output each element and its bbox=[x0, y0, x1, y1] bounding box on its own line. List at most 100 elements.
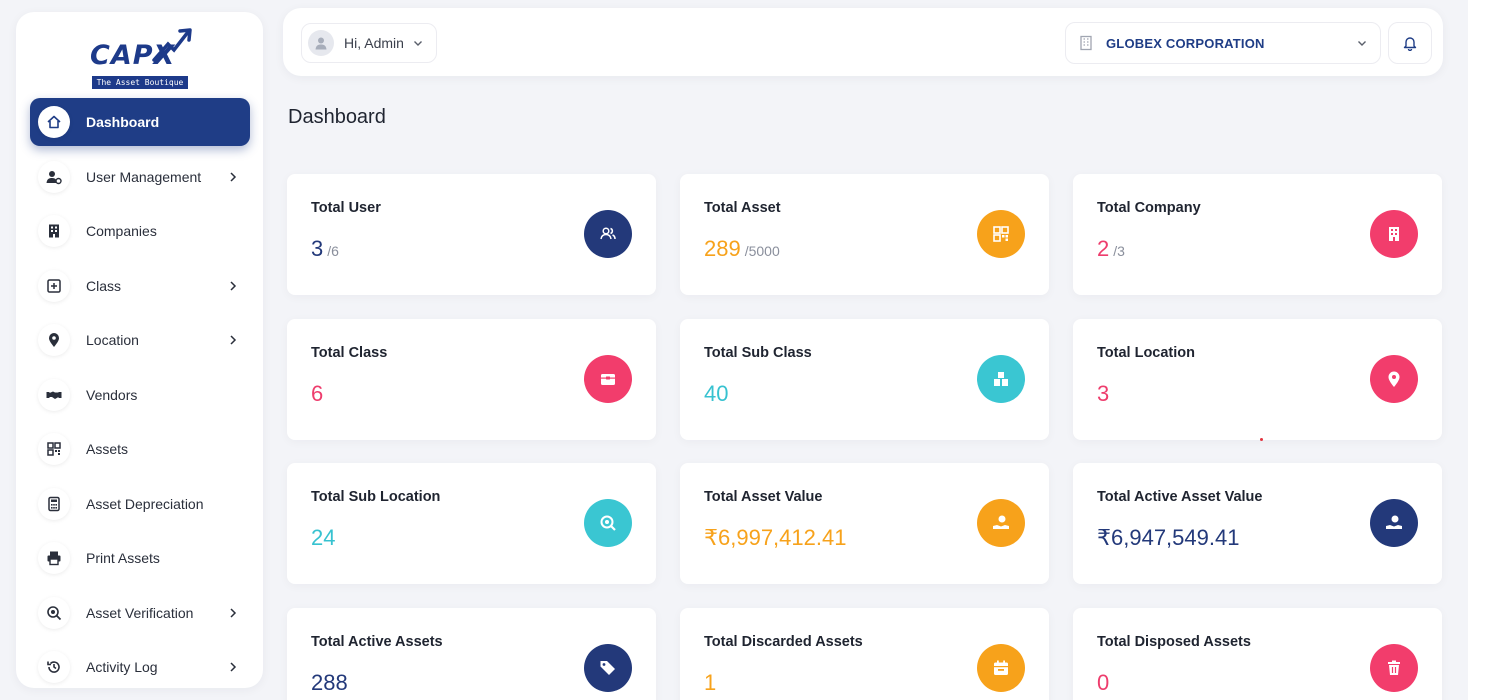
chevron-right-icon bbox=[230, 662, 237, 672]
chevron-right-icon bbox=[230, 280, 237, 291]
sidebar-nav: Dashboard User Management Companies bbox=[30, 98, 250, 698]
company-select[interactable]: GLOBEX CORPORATION bbox=[1065, 22, 1381, 64]
boxes-icon bbox=[977, 355, 1025, 403]
card-sub-value: /6 bbox=[327, 243, 339, 259]
sidebar-item-print-assets[interactable]: Print Assets bbox=[30, 534, 250, 582]
calculator-icon bbox=[38, 487, 70, 520]
tags-icon bbox=[584, 644, 632, 692]
card-title: Total Discarded Assets bbox=[704, 634, 863, 650]
building-icon bbox=[38, 215, 70, 247]
hand-coin-icon bbox=[1370, 499, 1418, 547]
card-title: Total User bbox=[311, 200, 381, 216]
building-icon bbox=[1370, 210, 1418, 258]
sidebar-item-asset-verification[interactable]: Asset Verification bbox=[30, 589, 250, 637]
stat-card-total-sub-class[interactable]: Total Sub Class 40 bbox=[680, 319, 1049, 440]
box-icon bbox=[584, 355, 632, 403]
hand-coin-icon bbox=[977, 499, 1025, 547]
card-title: Total Location bbox=[1097, 345, 1196, 361]
sidebar-item-label: Vendors bbox=[86, 386, 138, 403]
sidebar-item-dashboard[interactable]: Dashboard bbox=[30, 98, 250, 146]
chevron-right-icon bbox=[230, 335, 237, 345]
user-menu-button[interactable]: Hi, Admin bbox=[301, 23, 437, 63]
card-value: 40 bbox=[704, 381, 729, 406]
stat-card-total-discarded-assets[interactable]: Total Discarded Assets 1 bbox=[680, 608, 1049, 700]
sidebar-item-label: Location bbox=[86, 332, 139, 348]
card-value: ₹6,947,549.41 bbox=[1097, 525, 1240, 550]
card-title: Total Disposed Assets bbox=[1097, 634, 1251, 650]
sidebar-item-label: Class bbox=[86, 277, 122, 294]
sidebar-item-companies[interactable]: Companies bbox=[30, 207, 250, 255]
sidebar-item-label: Dashboard bbox=[86, 114, 160, 130]
card-title: Total Sub Location bbox=[311, 489, 441, 505]
stat-card-total-company[interactable]: Total Company 2/3 bbox=[1073, 174, 1442, 295]
avatar bbox=[308, 30, 334, 56]
sidebar-item-label: User Management bbox=[86, 168, 202, 185]
card-value: 3/6 bbox=[311, 236, 339, 261]
qr-code-icon bbox=[977, 210, 1025, 258]
plus-square-icon bbox=[38, 269, 70, 302]
sidebar: CAPX The Asset Boutique Dashboard User M… bbox=[16, 12, 263, 688]
sidebar-item-label: Activity Log bbox=[86, 659, 158, 675]
notifications-button[interactable] bbox=[1388, 22, 1432, 64]
stat-card-total-class[interactable]: Total Class 6 bbox=[287, 319, 656, 440]
chevron-down-icon bbox=[1358, 41, 1366, 46]
card-value: 3 bbox=[1097, 381, 1110, 406]
card-value: 289/5000 bbox=[704, 236, 780, 261]
stat-card-total-sub-location[interactable]: Total Sub Location 24 bbox=[287, 463, 656, 584]
card-value: 2/3 bbox=[1097, 236, 1125, 261]
card-title: Total Asset Value bbox=[704, 489, 823, 505]
app-canvas: CAPX The Asset Boutique Dashboard User M… bbox=[0, 0, 1468, 700]
sidebar-item-user-management[interactable]: User Management bbox=[30, 153, 250, 201]
sidebar-item-vendors[interactable]: Vendors bbox=[30, 371, 250, 419]
user-greeting: Hi, Admin bbox=[344, 35, 404, 51]
handshake-icon bbox=[38, 378, 70, 411]
sidebar-item-label: Asset Depreciation bbox=[86, 495, 204, 512]
sidebar-item-label: Assets bbox=[86, 441, 129, 457]
logo-tagline: The Asset Boutique bbox=[92, 76, 188, 89]
history-icon bbox=[38, 651, 70, 683]
stat-card-total-asset-value[interactable]: Total Asset Value ₹6,997,412.41 bbox=[680, 463, 1049, 584]
user-icon bbox=[315, 37, 327, 50]
card-title: Total Class bbox=[311, 345, 388, 361]
bell-icon bbox=[1403, 37, 1417, 51]
card-title: Total Asset bbox=[704, 200, 781, 216]
card-value: 6 bbox=[311, 381, 324, 406]
card-title: Total Sub Class bbox=[704, 345, 812, 361]
card-value: 0 bbox=[1097, 670, 1110, 695]
map-pin-icon bbox=[1370, 355, 1418, 403]
card-value: ₹6,997,412.41 bbox=[704, 525, 847, 550]
sidebar-item-label: Print Assets bbox=[86, 550, 160, 566]
page-title: Dashboard bbox=[288, 106, 386, 128]
chevron-down-icon bbox=[413, 41, 422, 46]
stat-card-total-disposed-assets[interactable]: Total Disposed Assets 0 bbox=[1073, 608, 1442, 700]
map-pin-icon bbox=[38, 324, 70, 356]
logo-arrow-icon bbox=[152, 28, 192, 62]
stat-card-total-active-assets[interactable]: Total Active Assets 288 bbox=[287, 608, 656, 700]
card-sub-value: /3 bbox=[1113, 243, 1125, 259]
logo[interactable]: CAPX The Asset Boutique bbox=[90, 26, 194, 92]
search-check-icon bbox=[38, 596, 70, 629]
sidebar-item-assets[interactable]: Assets bbox=[30, 425, 250, 473]
card-value: 288 bbox=[311, 670, 348, 695]
stat-card-total-location[interactable]: Total Location 3 bbox=[1073, 319, 1442, 440]
stat-card-total-active-asset-value[interactable]: Total Active Asset Value ₹6,947,549.41 bbox=[1073, 463, 1442, 584]
trash-icon bbox=[1370, 644, 1418, 692]
calendar-icon bbox=[977, 644, 1025, 692]
stat-card-total-user[interactable]: Total User 3/6 bbox=[287, 174, 656, 295]
card-title: Total Active Asset Value bbox=[1097, 489, 1263, 505]
top-header: Hi, Admin GLOBEX CORPORATION bbox=[283, 8, 1443, 76]
sidebar-item-class[interactable]: Class bbox=[30, 262, 250, 310]
company-name: GLOBEX CORPORATION bbox=[1106, 35, 1265, 51]
card-title: Total Active Assets bbox=[311, 634, 443, 650]
card-value: 1 bbox=[704, 670, 717, 695]
printer-icon bbox=[38, 542, 70, 574]
sidebar-item-location[interactable]: Location bbox=[30, 316, 250, 364]
chevron-right-icon bbox=[230, 607, 237, 618]
home-icon bbox=[38, 106, 70, 138]
qr-code-icon bbox=[38, 433, 70, 465]
red-dot-marker bbox=[1260, 438, 1263, 441]
sidebar-item-activity-log[interactable]: Activity Log bbox=[30, 643, 250, 691]
sidebar-item-asset-depreciation[interactable]: Asset Depreciation bbox=[30, 480, 250, 528]
stat-card-total-asset[interactable]: Total Asset 289/5000 bbox=[680, 174, 1049, 295]
sidebar-item-label: Companies bbox=[86, 223, 157, 239]
